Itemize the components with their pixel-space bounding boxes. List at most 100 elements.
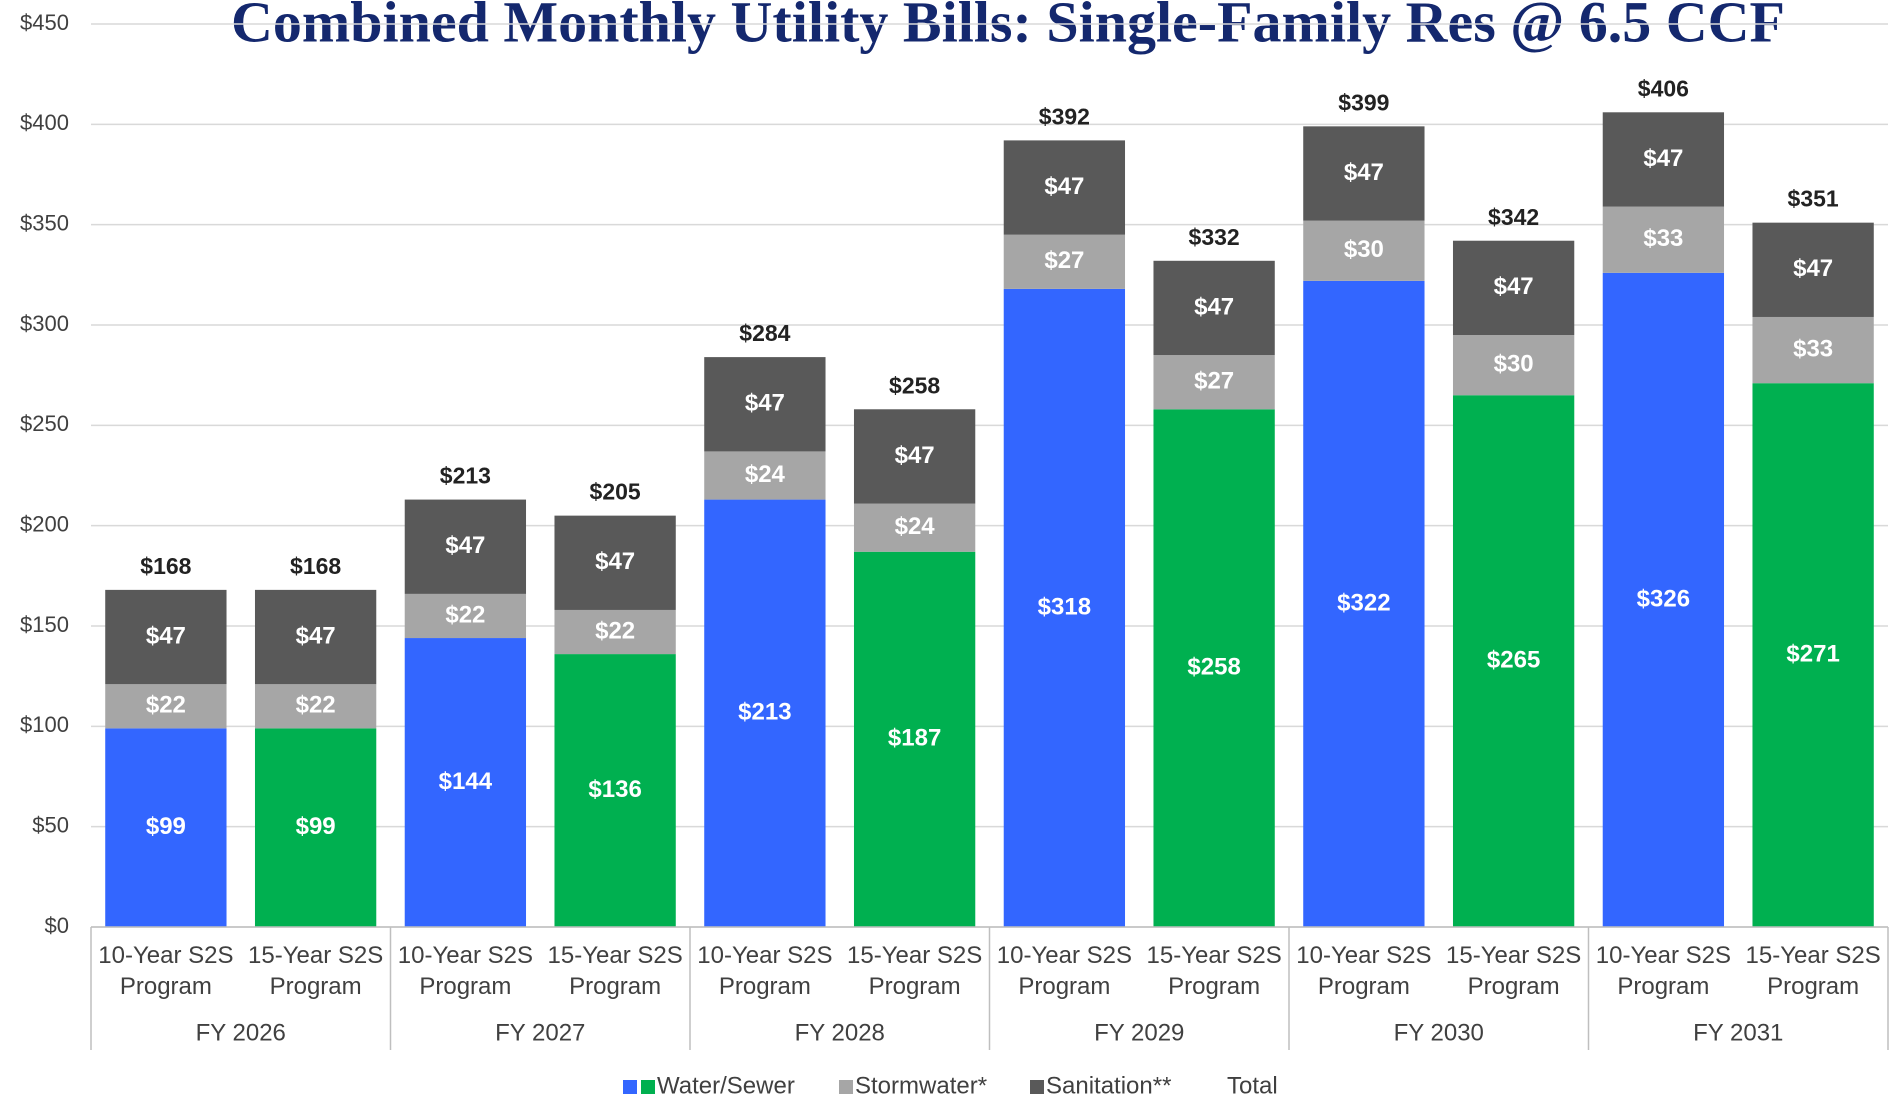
legend-label: Sanitation** [1046, 1072, 1171, 1099]
bar-segment [704, 499, 826, 927]
bar-segment [1003, 288, 1126, 927]
total-label: $332 [1189, 224, 1240, 250]
bar-segment [254, 684, 377, 729]
bar-segment [853, 551, 976, 927]
value-label: $318 [1038, 593, 1091, 620]
value-label: $47 [146, 622, 186, 649]
bar-segment [853, 503, 976, 552]
legend-swatch [839, 1080, 853, 1094]
bar-segment [254, 589, 377, 685]
y-tick-label: $400 [20, 110, 69, 135]
bar-segment [1153, 409, 1275, 927]
value-label: $27 [1044, 247, 1084, 274]
chart-title: Combined Monthly Utility Bills: Single-F… [231, 0, 1785, 54]
group-label: FY 2029 [1094, 1019, 1184, 1046]
legend-label: Stormwater* [855, 1072, 987, 1099]
x-tick-label: 15-Year S2S Program [1146, 942, 1282, 1000]
bar-segment [1303, 220, 1425, 281]
total-label: $342 [1488, 204, 1539, 230]
value-label: $271 [1786, 640, 1839, 667]
bar-segment [1003, 140, 1126, 235]
value-label: $258 [1187, 653, 1240, 680]
value-label: $265 [1487, 646, 1540, 673]
x-tick-label: 10-Year S2S Program [1296, 942, 1432, 1000]
total-label: $392 [1039, 103, 1090, 129]
bar-segment [1752, 316, 1874, 384]
value-label: $33 [1793, 335, 1833, 362]
group-label: FY 2028 [795, 1019, 885, 1046]
bar-segment [1303, 126, 1425, 221]
total-label: $213 [440, 463, 491, 489]
total-label: $284 [739, 320, 790, 346]
value-label: $22 [146, 692, 186, 719]
bar-segment [554, 654, 676, 927]
value-label: $326 [1637, 585, 1690, 612]
x-tick-label: 15-Year S2S Program [1745, 942, 1881, 1000]
value-label: $24 [745, 461, 786, 488]
value-label: $22 [296, 692, 336, 719]
bar-segment [404, 593, 527, 639]
value-label: $144 [439, 768, 493, 795]
value-label: $99 [146, 813, 186, 840]
x-tick-label: 10-Year S2S Program [397, 942, 533, 1000]
bar-segment [254, 728, 377, 927]
x-tick-label: 10-Year S2S Program [1595, 942, 1731, 1000]
value-label: $27 [1194, 368, 1234, 395]
legend-label: Water/Sewer [657, 1072, 795, 1099]
value-label: $30 [1494, 350, 1534, 377]
value-label: $99 [296, 813, 336, 840]
value-label: $30 [1344, 236, 1384, 263]
value-label: $33 [1643, 225, 1683, 252]
y-tick-label: $50 [32, 812, 69, 837]
y-tick-label: $350 [20, 210, 69, 235]
value-label: $47 [1643, 145, 1683, 172]
value-label: $47 [1793, 255, 1833, 282]
value-label: $22 [445, 601, 485, 628]
value-label: $47 [1194, 293, 1234, 320]
bar-segment [1752, 383, 1874, 927]
value-label: $22 [595, 617, 635, 644]
total-label: $406 [1638, 75, 1689, 101]
value-label: $47 [1044, 173, 1084, 200]
bar-segment [1003, 234, 1126, 289]
y-tick-label: $150 [20, 612, 69, 637]
total-label: $399 [1338, 89, 1389, 115]
bar-segment [105, 589, 227, 685]
bar-segment [554, 515, 676, 610]
x-tick-label: 15-Year S2S Program [847, 942, 983, 1000]
bar-segment [105, 684, 227, 729]
bar-segment [1452, 335, 1575, 396]
value-label: $47 [895, 442, 935, 469]
bar-segment [1752, 222, 1874, 317]
bar-segment [554, 609, 676, 655]
x-tick-label: 10-Year S2S Program [697, 942, 833, 1000]
value-label: $24 [895, 513, 936, 540]
value-label: $213 [738, 699, 791, 726]
x-tick-label: 10-Year S2S Program [996, 942, 1132, 1000]
total-label: $258 [889, 372, 940, 398]
legend-swatch [1030, 1080, 1044, 1094]
bar-segment [853, 409, 976, 504]
bar-segment [704, 357, 826, 452]
total-label: $168 [290, 553, 341, 579]
total-label: $205 [590, 479, 641, 505]
value-label: $136 [588, 776, 641, 803]
value-label: $187 [888, 725, 941, 752]
group-label: FY 2026 [196, 1019, 286, 1046]
bar-segment [1153, 355, 1275, 410]
y-tick-label: $100 [20, 712, 69, 737]
bar-segment [404, 638, 527, 927]
value-label: $322 [1337, 589, 1390, 616]
group-label: FY 2030 [1394, 1019, 1484, 1046]
y-tick-label: $0 [45, 913, 69, 938]
y-tick-label: $200 [20, 511, 69, 536]
y-tick-label: $450 [20, 10, 69, 35]
value-label: $47 [445, 532, 485, 559]
x-tick-label: 15-Year S2S Program [1446, 942, 1582, 1000]
y-tick-label: $250 [20, 411, 69, 436]
bar-segment [1452, 395, 1575, 927]
bar-segment [1153, 260, 1275, 356]
group-label: FY 2027 [495, 1019, 585, 1046]
y-tick-label: $300 [20, 311, 69, 336]
